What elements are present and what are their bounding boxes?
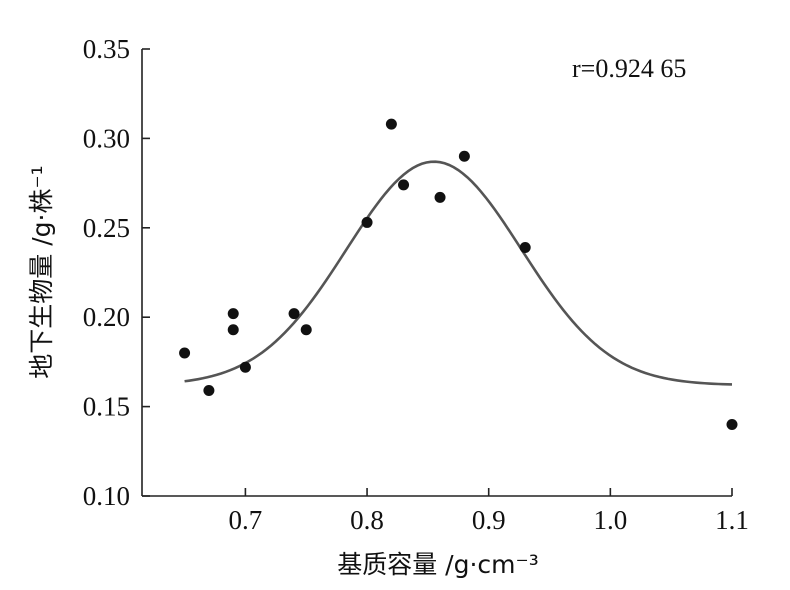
correlation-annotation: r=0.924 65: [572, 54, 686, 83]
data-point: [300, 324, 312, 336]
y-tick-label: 0.15: [83, 392, 130, 422]
y-tick-label: 0.35: [83, 34, 130, 64]
data-point: [434, 191, 446, 203]
x-tick-label: 1.1: [715, 505, 749, 535]
data-point: [398, 179, 410, 191]
y-tick-label: 0.20: [83, 302, 130, 332]
x-tick-label: 0.7: [229, 505, 263, 535]
data-point: [726, 418, 738, 430]
x-axis-ticks: 0.7 0.8 0.9 1.0 1.1: [229, 488, 749, 535]
data-points: [179, 118, 738, 430]
data-point: [519, 241, 531, 253]
y-tick-label: 0.25: [83, 213, 130, 243]
data-point: [385, 118, 397, 130]
data-point: [288, 308, 300, 320]
y-tick-label: 0.10: [83, 481, 130, 511]
data-point: [227, 308, 239, 320]
y-axis-ticks: 0.10 0.15 0.20 0.25 0.30 0.35: [83, 34, 150, 511]
x-tick-label: 0.8: [350, 505, 384, 535]
x-axis-label: 基质容量 /g·cm⁻³: [337, 550, 539, 579]
data-point: [361, 216, 373, 228]
x-tick-label: 0.9: [472, 505, 506, 535]
data-point: [239, 361, 251, 373]
data-point: [227, 324, 239, 336]
data-point: [179, 347, 191, 359]
x-tick-label: 1.0: [593, 505, 627, 535]
y-tick-label: 0.30: [83, 123, 130, 153]
data-point: [458, 150, 470, 162]
y-axis-label: 地下生物量 /g·株⁻¹: [27, 165, 56, 378]
data-point: [203, 385, 215, 397]
axes: [141, 49, 732, 497]
fit-curve: [184, 160, 733, 386]
